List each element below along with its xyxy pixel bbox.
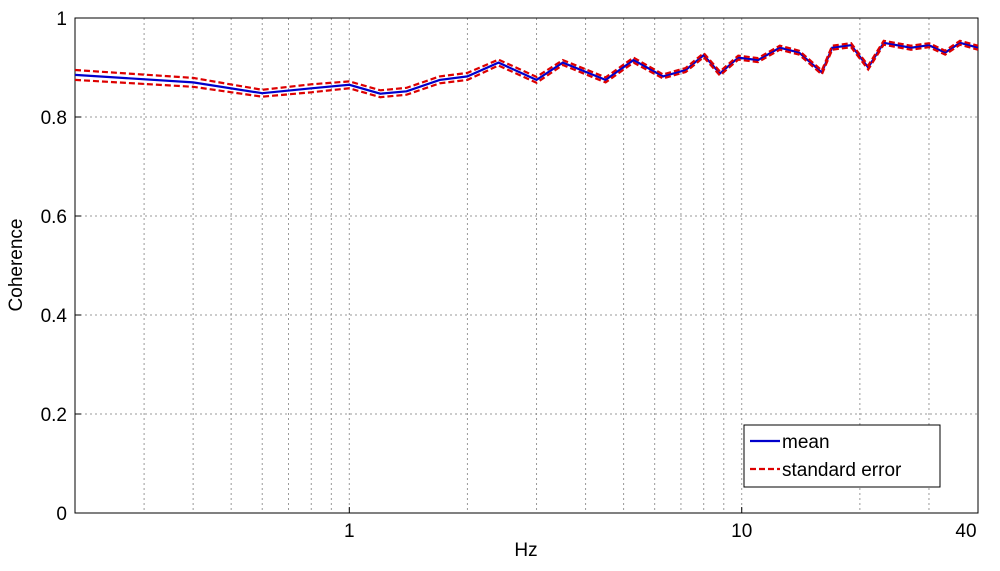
y-tick-label: 0.6	[41, 207, 67, 228]
x-tick-label: 40	[955, 521, 976, 542]
plot-frame	[74, 17, 979, 514]
legend-label: standard error	[782, 460, 902, 481]
x-axis-label: Hz	[514, 540, 537, 561]
y-tick-label: 0	[56, 504, 67, 525]
y-tick-label: 0.4	[41, 306, 68, 327]
line	[74, 39, 979, 92]
x-tick-label: 10	[731, 521, 752, 542]
legend-box	[743, 424, 941, 488]
y-axis-label: Coherence	[6, 219, 27, 312]
y-tick-label: 0.2	[41, 405, 67, 426]
legend-label: mean	[782, 432, 830, 453]
y-tick-label: 1	[56, 9, 67, 30]
x-tick-label: 1	[344, 521, 355, 542]
y-tick-label: 0.8	[41, 108, 67, 129]
